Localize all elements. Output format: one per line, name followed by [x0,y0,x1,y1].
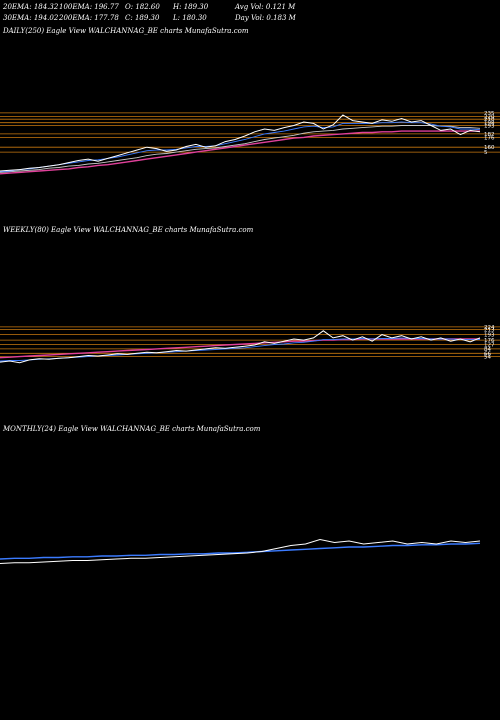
stat-200ema: 200EMA: 177.78 [59,14,119,22]
price-level-label: 127 [484,343,495,349]
monthly-chart-title: MONTHLY(24) Eagle View WALCHANNAG_BE cha… [3,425,261,433]
weekly-chart-title: WEEKLY(80) Eagle View WALCHANNAG_BE char… [3,226,254,234]
ema-line [0,338,480,359]
stat-low: L: 180.30 [173,14,207,22]
stat-high: H: 189.30 [173,3,209,11]
price-line [0,538,481,564]
price-level-label: 54 [484,355,491,361]
price-level-label: 176 [484,338,495,344]
price-level-label: 84 [484,347,491,353]
stat-30ema: 30EMA: 194.02 [3,14,59,22]
price-level-label: 198 [484,121,495,127]
price-line [0,330,481,364]
price-level-label: 213 [484,328,495,334]
price-level-label: 160 [484,145,495,151]
stats-row-2: 30EMA: 194.02200EMA: 177.78 C: 189.30 L: 1… [3,14,296,22]
price-level-label: 176 [484,135,495,141]
price-level-label: 235 [484,111,495,117]
monthly-chart [0,538,481,564]
stat-100ema: 100EMA: 196.77 [59,3,119,11]
ema-line [0,542,481,560]
price-level-label: 66 [484,351,491,357]
price-level-label: 182 [484,132,495,138]
stats-row-1: 20EMA: 184.32100EMA: 196.77 O: 182.60 H: 1… [3,3,295,11]
price-level-label: 224 [484,325,495,331]
stat-day-vol: Day Vol: 0.183 M [235,14,296,22]
ema-line [0,130,480,175]
price-level-label: 210 [484,117,495,123]
price-level-label: 193 [484,124,495,130]
price-level-label: 220 [484,114,495,120]
stat-open: O: 182.60 [125,3,160,11]
daily-chart-title: DAILY(250) Eagle View WALCHANNAG_BE char… [3,27,249,35]
price-line [0,114,481,172]
stat-20ema: 20EMA: 184.32 [3,3,59,11]
ema-line [0,125,481,173]
price-level-label: 193 [484,333,495,339]
price-level-label: 5 [484,150,488,156]
ema-line [0,337,480,362]
stat-avg-vol: Avg Vol: 0.121 M [235,3,296,11]
ema-line [0,121,481,173]
stat-close: C: 189.30 [125,14,160,22]
